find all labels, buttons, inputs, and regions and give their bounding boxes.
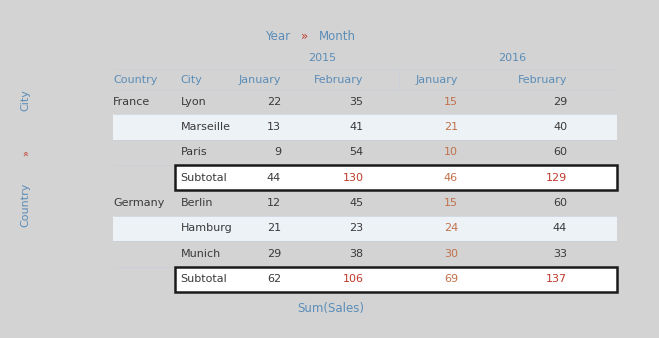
Text: Month: Month bbox=[320, 30, 357, 43]
Text: 40: 40 bbox=[553, 122, 567, 132]
Text: 21: 21 bbox=[267, 223, 281, 234]
Text: February: February bbox=[517, 75, 567, 85]
Text: »: » bbox=[20, 150, 31, 155]
Text: 24: 24 bbox=[444, 223, 458, 234]
Text: 44: 44 bbox=[267, 173, 281, 183]
Text: Country: Country bbox=[20, 183, 31, 227]
Text: 22: 22 bbox=[267, 97, 281, 107]
Text: 2015: 2015 bbox=[308, 53, 336, 63]
Text: 46: 46 bbox=[444, 173, 458, 183]
Text: Subtotal: Subtotal bbox=[181, 173, 227, 183]
Text: 29: 29 bbox=[553, 97, 567, 107]
Text: January: January bbox=[239, 75, 281, 85]
Text: City: City bbox=[20, 89, 31, 111]
Text: 23: 23 bbox=[349, 223, 364, 234]
Text: 60: 60 bbox=[553, 147, 567, 158]
Text: 15: 15 bbox=[444, 97, 458, 107]
Text: 12: 12 bbox=[267, 198, 281, 208]
FancyBboxPatch shape bbox=[175, 266, 617, 292]
Text: Marseille: Marseille bbox=[181, 122, 231, 132]
Text: 137: 137 bbox=[546, 274, 567, 284]
Text: Country: Country bbox=[113, 75, 158, 85]
Bar bbox=[113, 216, 617, 241]
Text: France: France bbox=[113, 97, 150, 107]
Text: 38: 38 bbox=[349, 249, 364, 259]
Text: Hamburg: Hamburg bbox=[181, 223, 233, 234]
Text: 29: 29 bbox=[267, 249, 281, 259]
Text: Germany: Germany bbox=[113, 198, 164, 208]
Text: 13: 13 bbox=[267, 122, 281, 132]
Text: 54: 54 bbox=[349, 147, 364, 158]
Text: 62: 62 bbox=[267, 274, 281, 284]
Text: January: January bbox=[415, 75, 458, 85]
Text: 33: 33 bbox=[553, 249, 567, 259]
Text: City: City bbox=[181, 75, 202, 85]
Text: February: February bbox=[314, 75, 364, 85]
Text: Sum(Sales): Sum(Sales) bbox=[298, 303, 364, 315]
Text: Lyon: Lyon bbox=[181, 97, 206, 107]
Bar bbox=[113, 114, 617, 140]
Text: 45: 45 bbox=[349, 198, 364, 208]
FancyBboxPatch shape bbox=[175, 165, 617, 190]
Text: 15: 15 bbox=[444, 198, 458, 208]
Text: Year: Year bbox=[265, 30, 290, 43]
Text: 129: 129 bbox=[546, 173, 567, 183]
Text: 106: 106 bbox=[343, 274, 364, 284]
Text: 2016: 2016 bbox=[498, 53, 527, 63]
Text: Subtotal: Subtotal bbox=[181, 274, 227, 284]
Text: 35: 35 bbox=[349, 97, 364, 107]
Text: 44: 44 bbox=[553, 223, 567, 234]
Text: 69: 69 bbox=[444, 274, 458, 284]
Text: 130: 130 bbox=[343, 173, 364, 183]
Text: Paris: Paris bbox=[181, 147, 208, 158]
Text: 30: 30 bbox=[444, 249, 458, 259]
Text: Berlin: Berlin bbox=[181, 198, 214, 208]
Text: 41: 41 bbox=[349, 122, 364, 132]
Text: Munich: Munich bbox=[181, 249, 221, 259]
Text: »: » bbox=[301, 30, 308, 43]
Text: 9: 9 bbox=[274, 147, 281, 158]
Text: 21: 21 bbox=[444, 122, 458, 132]
Text: 60: 60 bbox=[553, 198, 567, 208]
Text: 10: 10 bbox=[444, 147, 458, 158]
